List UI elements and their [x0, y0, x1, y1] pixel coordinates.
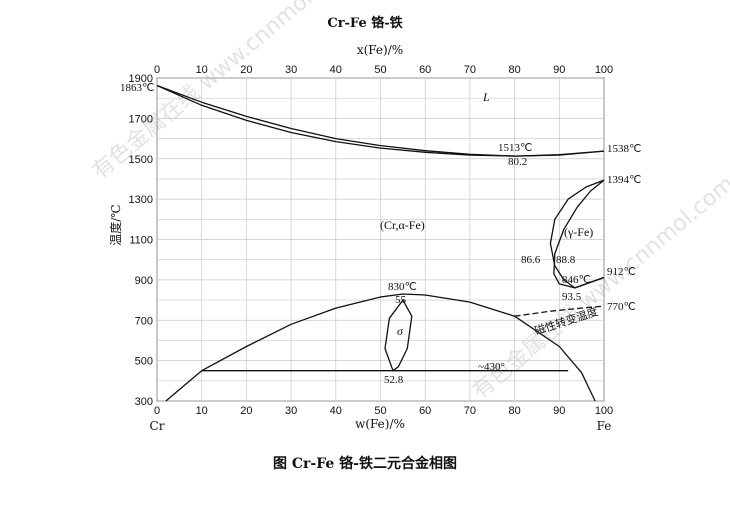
y-ticks: 1900 1700 1500 1300 1100 900 700 500 300 — [129, 73, 153, 408]
gamma-mid-comp-label: 88.8 — [556, 254, 576, 266]
y-tick-label: 1300 — [129, 194, 153, 206]
top-tick-label: 90 — [553, 64, 565, 76]
fe-melting-label: 1538℃ — [607, 143, 641, 155]
bottom-tick-label: 90 — [553, 405, 565, 417]
gamma-min-label: 846℃ — [562, 274, 591, 286]
bottom-tick-label: 70 — [464, 405, 476, 417]
top-tick-label: 80 — [508, 64, 520, 76]
bottom-tick-label: 30 — [285, 405, 297, 417]
phase-boundary-curve — [553, 179, 605, 289]
bottom-tick-label: 50 — [374, 405, 386, 417]
y-tick-label: 1100 — [129, 235, 153, 247]
y-tick-label: 1500 — [129, 154, 153, 166]
top-tick-label: 40 — [330, 64, 342, 76]
phase-boundary-curve — [165, 293, 596, 402]
y-tick-label: 900 — [135, 275, 153, 287]
grid — [156, 77, 605, 402]
figure-title: Cr-Fe 铬-铁 — [327, 16, 403, 31]
top-tick-label: 20 — [240, 64, 252, 76]
gamma-low-label: 912℃ — [607, 266, 636, 278]
right-element-label: Fe — [597, 419, 612, 433]
bottom-tick-label: 40 — [330, 405, 342, 417]
watermark-text-2: 有色金属在线 www.cnnmol.com — [468, 171, 730, 404]
y-tick-label: 700 — [135, 315, 153, 327]
phase-boundary-curve — [384, 299, 413, 372]
min-comp-label: 80.2 — [508, 156, 527, 168]
phase-boundaries — [156, 84, 605, 402]
bottom-tick-label: 100 — [595, 405, 613, 417]
top-axis-label: x(Fe)/% — [357, 43, 403, 57]
gamma-min-comp-label: 93.5 — [562, 291, 582, 303]
top-tick-label: 70 — [464, 64, 476, 76]
bottom-axis-label: w(Fe)/% — [355, 417, 405, 431]
top-x-ticks: 0 10 20 30 40 50 60 70 80 90 100 — [154, 64, 613, 76]
y-axis-label: 温度/℃ — [108, 204, 123, 245]
top-tick-label: 10 — [196, 64, 208, 76]
min-temp-label: 1513℃ — [498, 142, 532, 154]
top-tick-label: 100 — [595, 64, 613, 76]
gamma-phase-label: (γ-Fe) — [564, 225, 593, 239]
sigma-top-label: 830℃ — [388, 281, 417, 293]
phase-boundary-curve — [156, 84, 605, 157]
bottom-tick-label: 20 — [240, 405, 252, 417]
sigma-phase-label: σ — [397, 324, 404, 338]
sigma-comp-label: 55 — [395, 294, 407, 306]
top-tick-label: 50 — [374, 64, 386, 76]
watermark: 有色金属在线 www.cnnmol.com 有色金属在线 www.cnnmol.… — [88, 0, 730, 405]
curie-label: 770℃ — [607, 301, 636, 313]
gamma-left-comp-label: 86.6 — [521, 254, 541, 266]
left-element-label: Cr — [150, 419, 165, 433]
alpha-phase-label: (Cr,α-Fe) — [380, 218, 425, 232]
y-tick-label: 1700 — [129, 113, 153, 125]
bottom-tick-label: 60 — [419, 405, 431, 417]
top-tick-label: 0 — [154, 64, 160, 76]
y-tick-label: 300 — [135, 396, 153, 408]
eutectoid-label: ~430° — [478, 361, 505, 373]
bottom-tick-label: 0 — [154, 405, 160, 417]
gamma-high-label: 1394℃ — [607, 174, 641, 186]
y-tick-label: 500 — [135, 356, 153, 368]
bottom-x-ticks: 0 10 20 30 40 50 60 70 80 90 100 — [154, 405, 613, 417]
y-tick-label: 1900 — [129, 73, 153, 85]
bottom-tick-label: 80 — [508, 405, 520, 417]
top-tick-label: 60 — [419, 64, 431, 76]
figure-caption: 图 Cr-Fe 铬-铁二元合金相图 — [273, 456, 457, 472]
magnetic-transition-line — [514, 305, 605, 317]
top-tick-label: 30 — [285, 64, 297, 76]
cr-melting-label: 1863℃ — [120, 82, 154, 94]
bottom-tick-label: 10 — [196, 405, 208, 417]
sigma-bottom-label: 52.8 — [384, 374, 404, 386]
liquid-phase-label: L — [482, 90, 490, 104]
